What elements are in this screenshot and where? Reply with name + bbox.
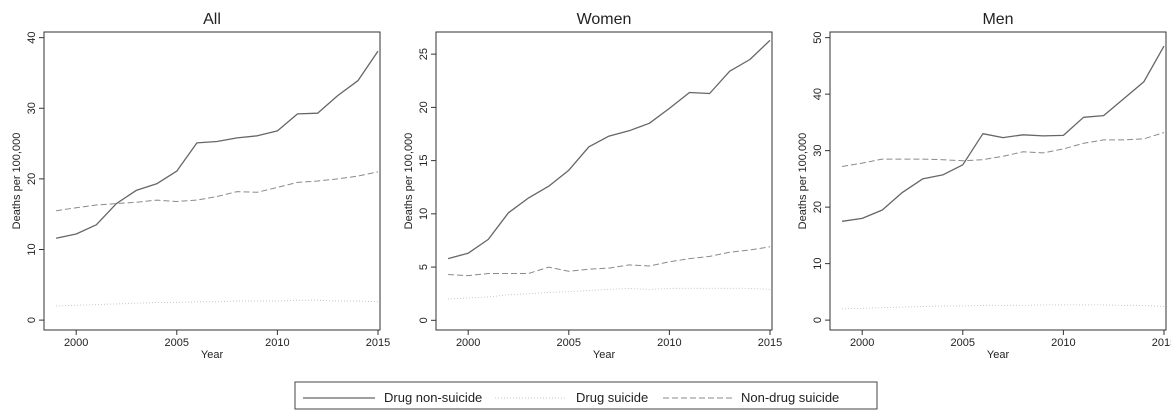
y-tick-label: 10 [812,257,824,269]
y-tick-label: 0 [418,317,430,323]
series-line-non-drug-suicide [56,171,379,212]
y-tick-label: 10 [418,208,430,220]
y-tick-label: 30 [26,102,38,114]
x-tick-label: 2015 [758,337,782,349]
x-tick-label: 2005 [951,337,975,349]
x-tick-label: 2005 [557,337,581,349]
legend-item-drug-non-suicide: Drug non-suicide [303,390,482,405]
y-tick-label: 0 [812,317,824,323]
series-line-drug-suicide [842,304,1165,310]
panel-title: All [203,11,221,28]
x-tick-label: 2000 [456,337,480,349]
plot-frame [435,31,773,331]
x-tick-label: 2010 [657,337,681,349]
y-tick-label: 30 [812,145,824,157]
panel-title: Women [577,11,632,28]
y-tick-label: 20 [26,173,38,185]
y-axis-label: Deaths per 100,000 [11,133,23,230]
y-axis-label: Deaths per 100,000 [797,133,809,230]
panel-all: All 2000 2005 2010 2015 Year 0 10 20 30 40 Deaths p… [11,11,390,361]
plot-frame [829,31,1167,331]
y-tick-label: 50 [812,32,824,44]
x-axis-label: Year [201,349,224,361]
y-tick-label: 15 [418,154,430,166]
series-line-drug-non-suicide [447,39,771,260]
panel-title: Men [982,11,1013,28]
y-tick-label: 20 [812,201,824,213]
y-tick-label: 0 [26,317,38,323]
x-axis-label: Year [987,349,1010,361]
series-line-drug-non-suicide [55,50,379,239]
series-line-drug-suicide [448,287,771,300]
y-tick-label: 5 [418,264,430,270]
legend-label-non-drug-suicide: Non-drug suicide [741,390,839,405]
series-line-non-drug-suicide [448,246,771,277]
y-tick-label: 40 [26,32,38,44]
y-axis-label: Deaths per 100,000 [403,133,415,230]
x-tick-label: 2015 [1152,337,1171,349]
legend: Drug non-suicide Drug suicide Non-drug s… [294,381,878,410]
x-tick-label: 2000 [850,337,874,349]
x-tick-label: 2010 [1051,337,1075,349]
x-tick-label: 2010 [265,337,289,349]
series-line-drug-suicide [56,299,379,307]
panel-women: Women 2000 2005 2010 2015 Year 0 5 10 15 20 25 Death… [403,11,782,361]
legend-box [294,381,878,410]
y-tick-label: 20 [418,101,430,113]
series-line-drug-non-suicide [842,45,1165,222]
legend-item-drug-suicide: Drug suicide [495,390,648,405]
y-tick-label: 40 [812,88,824,100]
series-line-non-drug-suicide [842,132,1165,167]
legend-label-drug-suicide: Drug suicide [576,390,648,405]
y-tick-label: 25 [418,48,430,60]
x-tick-label: 2000 [64,337,88,349]
x-tick-label: 2015 [366,337,390,349]
x-axis-label: Year [593,349,616,361]
legend-item-non-drug-suicide: Non-drug suicide [663,390,839,405]
legend-label-drug-non-suicide: Drug non-suicide [384,390,482,405]
panel-men: Men 2000 2005 2010 2015 Year 0 10 20 30 40 50 Deaths… [797,11,1171,361]
x-tick-label: 2005 [165,337,189,349]
y-tick-label: 10 [26,243,38,255]
plot-frame [43,31,381,331]
